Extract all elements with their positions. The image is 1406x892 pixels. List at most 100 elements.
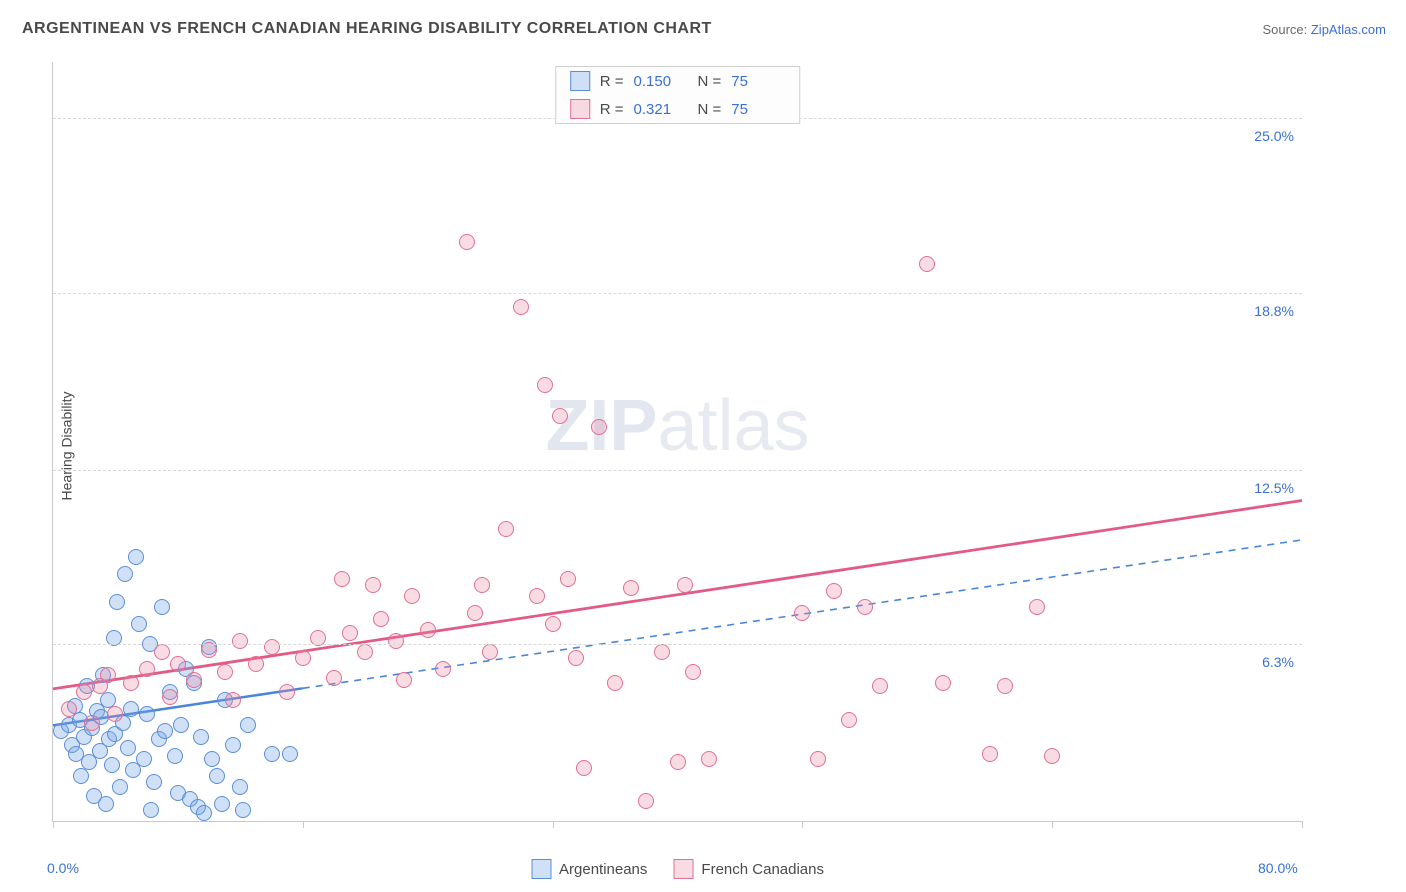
data-point [576, 760, 592, 776]
data-point [240, 717, 256, 733]
data-point [295, 650, 311, 666]
data-point [107, 706, 123, 722]
correlation-legend: R =0.150N =75R =0.321N =75 [555, 66, 801, 124]
data-point [568, 650, 584, 666]
gridline [53, 470, 1302, 471]
data-point [357, 644, 373, 660]
data-point [654, 644, 670, 660]
data-point [139, 706, 155, 722]
data-point [170, 656, 186, 672]
data-point [136, 751, 152, 767]
data-point [217, 664, 233, 680]
data-point [857, 599, 873, 615]
data-point [139, 661, 155, 677]
x-tick-label: 0.0% [47, 860, 79, 876]
data-point [997, 678, 1013, 694]
y-tick-label: 12.5% [1254, 480, 1294, 496]
data-point [76, 684, 92, 700]
data-point [143, 802, 159, 818]
data-point [326, 670, 342, 686]
legend-row: Argentineans [531, 859, 647, 879]
data-point [235, 802, 251, 818]
data-point [404, 588, 420, 604]
source-attribution: Source: ZipAtlas.com [1262, 22, 1386, 37]
legend-r-value: 0.150 [634, 73, 688, 90]
scatter-plot: ZIPatlas R =0.150N =75R =0.321N =75 Arge… [52, 62, 1302, 822]
data-point [204, 751, 220, 767]
legend-row: French Canadians [673, 859, 824, 879]
data-point [167, 748, 183, 764]
source-site: ZipAtlas.com [1311, 22, 1386, 37]
data-point [282, 746, 298, 762]
data-point [232, 779, 248, 795]
legend-row: R =0.150N =75 [556, 67, 800, 95]
data-point [513, 299, 529, 315]
data-point [638, 793, 654, 809]
data-point [264, 746, 280, 762]
data-point [264, 639, 280, 655]
data-point [279, 684, 295, 700]
x-tick [1052, 821, 1053, 828]
data-point [157, 723, 173, 739]
data-point [248, 656, 264, 672]
data-point [196, 805, 212, 821]
data-point [128, 549, 144, 565]
data-point [1029, 599, 1045, 615]
legend-series-name: Argentineans [559, 861, 647, 878]
data-point [193, 729, 209, 745]
data-point [935, 675, 951, 691]
data-point [396, 672, 412, 688]
gridline [53, 644, 1302, 645]
data-point [146, 774, 162, 790]
legend-series-name: French Canadians [701, 861, 824, 878]
data-point [84, 715, 100, 731]
legend-r-value: 0.321 [634, 101, 688, 118]
series-legend: Argentineans French Canadians [531, 859, 824, 879]
data-point [794, 605, 810, 621]
data-point [334, 571, 350, 587]
data-point [73, 768, 89, 784]
data-point [537, 377, 553, 393]
data-point [591, 419, 607, 435]
data-point [104, 757, 120, 773]
data-point [552, 408, 568, 424]
data-point [154, 599, 170, 615]
data-point [420, 622, 436, 638]
legend-swatch [531, 859, 551, 879]
data-point [388, 633, 404, 649]
data-point [467, 605, 483, 621]
data-point [982, 746, 998, 762]
trendline [53, 501, 1302, 689]
data-point [919, 256, 935, 272]
legend-row: R =0.321N =75 [556, 95, 800, 123]
data-point [131, 616, 147, 632]
legend-n-label: N = [698, 101, 722, 118]
data-point [186, 672, 202, 688]
data-point [607, 675, 623, 691]
data-point [112, 779, 128, 795]
data-point [529, 588, 545, 604]
data-point [123, 675, 139, 691]
data-point [623, 580, 639, 596]
legend-swatch [570, 99, 590, 119]
data-point [685, 664, 701, 680]
y-tick-label: 18.8% [1254, 303, 1294, 319]
chart-title: ARGENTINEAN VS FRENCH CANADIAN HEARING D… [22, 20, 712, 38]
legend-n-value: 75 [731, 101, 785, 118]
data-point [117, 566, 133, 582]
data-point [342, 625, 358, 641]
y-tick-label: 6.3% [1262, 654, 1294, 670]
data-point [560, 571, 576, 587]
data-point [474, 577, 490, 593]
legend-n-label: N = [698, 73, 722, 90]
data-point [214, 796, 230, 812]
x-tick [802, 821, 803, 828]
data-point [123, 701, 139, 717]
watermark: ZIPatlas [545, 385, 809, 467]
data-point [225, 692, 241, 708]
x-tick-label: 80.0% [1258, 860, 1298, 876]
data-point [209, 768, 225, 784]
data-point [826, 583, 842, 599]
x-tick [1302, 821, 1303, 828]
data-point [435, 661, 451, 677]
